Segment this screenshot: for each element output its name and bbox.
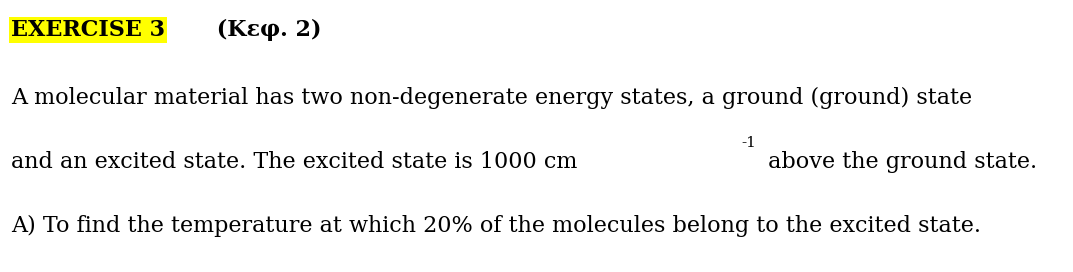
Text: (Kεφ. 2): (Kεφ. 2) [209, 19, 322, 41]
Text: A molecular material has two non-degenerate energy states, a ground (ground) sta: A molecular material has two non-degener… [11, 87, 972, 109]
Text: above the ground state.: above the ground state. [761, 151, 1037, 173]
Text: EXERCISE 3: EXERCISE 3 [11, 19, 165, 41]
Text: A) To find the temperature at which 20% of the molecules belong to the excited s: A) To find the temperature at which 20% … [11, 215, 981, 237]
Text: and an excited state. The excited state is 1000 cm: and an excited state. The excited state … [11, 151, 577, 173]
Text: -1: -1 [741, 136, 756, 150]
